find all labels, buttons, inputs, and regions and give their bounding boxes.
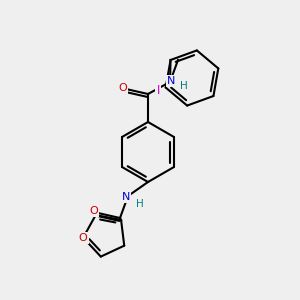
- Text: N: N: [122, 192, 130, 202]
- Text: O: O: [118, 83, 127, 93]
- Text: H: H: [180, 81, 188, 91]
- Text: I: I: [157, 84, 160, 97]
- Text: H: H: [136, 199, 144, 209]
- Text: O: O: [90, 206, 98, 216]
- Text: N: N: [167, 76, 175, 86]
- Text: O: O: [79, 233, 88, 243]
